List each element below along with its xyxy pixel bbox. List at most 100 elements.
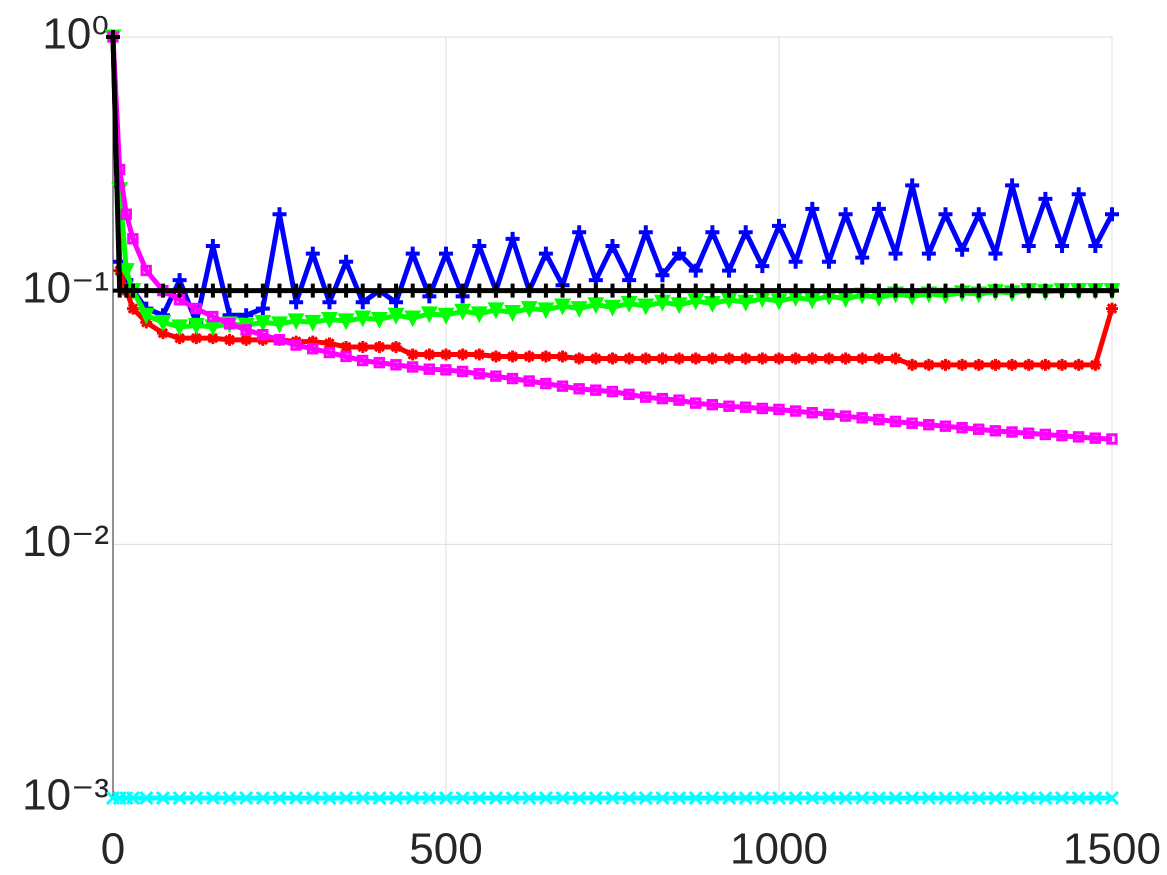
marker [254, 314, 272, 332]
marker [307, 343, 319, 355]
marker [955, 242, 970, 257]
marker [554, 298, 571, 316]
marker [888, 283, 903, 298]
marker [655, 268, 670, 283]
marker [323, 337, 336, 350]
marker [856, 412, 868, 424]
marker [205, 790, 220, 806]
marker [622, 790, 637, 806]
marker [206, 332, 219, 345]
marker [806, 352, 819, 365]
marker [537, 302, 555, 320]
marker [606, 352, 619, 365]
marker [127, 233, 139, 245]
marker [922, 358, 935, 371]
marker [623, 388, 635, 401]
marker [505, 283, 520, 298]
marker [455, 790, 470, 806]
marker [1089, 358, 1102, 371]
marker [805, 790, 820, 806]
marker [239, 790, 254, 806]
marker [523, 350, 536, 363]
marker [839, 410, 852, 422]
marker [756, 402, 768, 415]
marker [522, 790, 537, 806]
marker [723, 400, 735, 412]
marker [1106, 433, 1118, 445]
marker [871, 790, 886, 806]
marker [788, 254, 803, 269]
marker [489, 350, 502, 363]
marker [406, 361, 419, 373]
marker [988, 790, 1003, 806]
marker [187, 317, 205, 335]
marker [323, 346, 336, 359]
marker [125, 283, 140, 298]
marker [622, 283, 637, 298]
marker [406, 348, 419, 361]
marker [1021, 790, 1036, 806]
marker [106, 30, 120, 44]
marker [1105, 283, 1119, 298]
marker [688, 263, 703, 278]
series [107, 31, 1118, 445]
marker [305, 283, 320, 298]
series [106, 30, 1119, 298]
marker [422, 790, 437, 806]
marker [339, 790, 354, 806]
marker [572, 790, 587, 806]
marker [289, 790, 304, 806]
marker [139, 790, 154, 806]
marker [422, 283, 437, 298]
marker [137, 307, 155, 325]
marker [973, 423, 985, 435]
marker [889, 352, 902, 365]
marker [321, 311, 338, 329]
marker [322, 790, 337, 806]
marker [972, 358, 985, 371]
marker [971, 207, 986, 222]
marker [506, 372, 519, 385]
marker [140, 264, 152, 277]
marker [1056, 358, 1069, 371]
marker [423, 363, 435, 375]
marker [739, 401, 752, 413]
marker [356, 354, 369, 367]
marker [905, 283, 920, 298]
marker [405, 790, 420, 806]
marker [239, 283, 254, 298]
marker [871, 201, 886, 216]
marker [606, 385, 619, 398]
y-tick-label: 10⁰ [42, 10, 109, 59]
x-tick-label: 1500 [1063, 825, 1161, 874]
marker [723, 352, 736, 365]
marker [355, 283, 370, 298]
marker [988, 283, 1003, 298]
marker [921, 283, 936, 298]
marker [655, 790, 670, 806]
marker [355, 790, 370, 806]
marker [789, 352, 802, 365]
marker [855, 250, 870, 265]
marker [873, 413, 885, 426]
marker [772, 218, 786, 233]
marker [656, 392, 669, 405]
marker [871, 283, 886, 298]
marker [872, 352, 885, 365]
marker [839, 352, 852, 365]
marker [805, 201, 820, 216]
marker [456, 348, 469, 361]
marker [706, 352, 719, 365]
marker [705, 283, 720, 298]
marker [340, 340, 353, 353]
marker [605, 283, 620, 298]
marker [573, 383, 585, 395]
marker [405, 246, 420, 261]
marker [1088, 238, 1103, 253]
marker [440, 348, 452, 361]
marker [506, 350, 519, 363]
marker [1056, 429, 1068, 442]
marker [473, 348, 486, 361]
marker [305, 790, 320, 806]
marker [939, 420, 952, 432]
